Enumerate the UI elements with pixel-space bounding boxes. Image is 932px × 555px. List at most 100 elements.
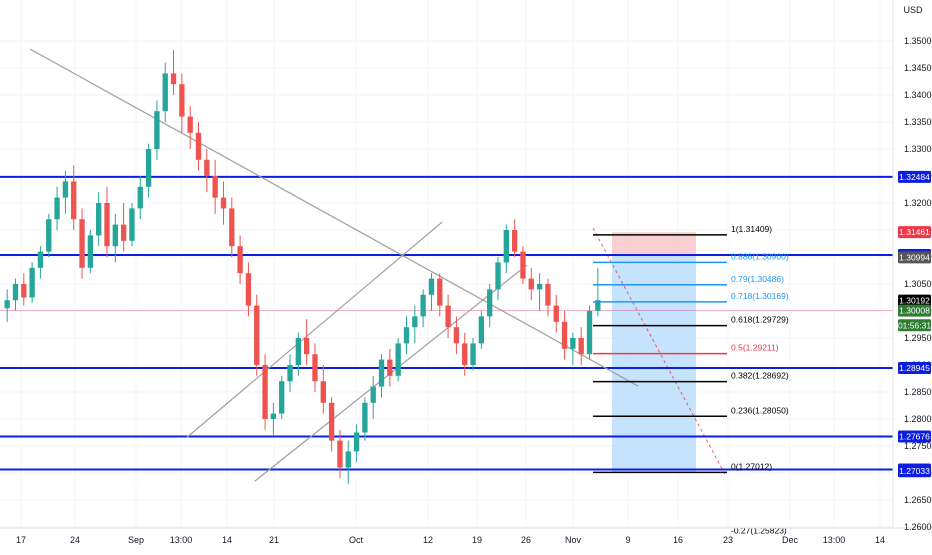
- candle-body: [212, 176, 217, 198]
- candle-body: [262, 365, 267, 419]
- time-tick-label: 16: [673, 535, 683, 545]
- candle-body: [246, 273, 251, 305]
- candle-body: [579, 338, 584, 354]
- price-tag-label: 1.27676: [899, 431, 930, 441]
- candle-body: [304, 338, 309, 354]
- fib-level-label: 0.618(1.29729): [731, 315, 789, 325]
- fib-level-label: -0.27(1.25823): [731, 526, 787, 536]
- price-tick-label: 1.28000: [904, 414, 932, 424]
- candle-body: [163, 73, 168, 111]
- candle-body: [4, 300, 9, 308]
- candle-body: [545, 284, 550, 306]
- candle-body: [79, 219, 84, 268]
- candle-body: [179, 84, 184, 116]
- time-tick-label: 13:00: [170, 535, 193, 545]
- candle-body: [254, 306, 259, 365]
- candle-body: [437, 279, 442, 306]
- time-tick-label: Nov: [565, 535, 582, 545]
- candle-body: [279, 381, 284, 413]
- candle-body: [362, 403, 367, 433]
- candle-body: [420, 295, 425, 317]
- price-tag-label: 01:56:31: [898, 320, 931, 330]
- candle-body: [562, 322, 567, 349]
- price-tick-label: 1.35000: [904, 36, 932, 46]
- candle-body: [237, 246, 242, 273]
- currency-label: USD: [903, 5, 923, 15]
- candle-body: [171, 73, 176, 84]
- time-tick-label: 14: [222, 535, 232, 545]
- candle-body: [196, 133, 201, 160]
- candle-body: [321, 381, 326, 403]
- candle-body: [554, 306, 559, 322]
- time-tick-label: 9: [625, 535, 630, 545]
- candle-body: [354, 433, 359, 452]
- candle-body: [38, 252, 43, 268]
- candle-body: [21, 284, 26, 298]
- candle-body: [379, 360, 384, 387]
- price-tick-label: 1.30500: [904, 279, 932, 289]
- time-tick-label: 17: [16, 535, 26, 545]
- candle-body: [495, 262, 500, 289]
- fib-level-label: 1(1.31409): [731, 224, 772, 234]
- time-tick-label: 23: [723, 535, 733, 545]
- candle-body: [54, 198, 59, 220]
- candle-body: [387, 360, 392, 376]
- price-tick-label: 1.27500: [904, 441, 932, 451]
- candle-body: [312, 354, 317, 381]
- candle-body: [429, 279, 434, 295]
- time-tick-label: 26: [521, 535, 531, 545]
- candle-body: [462, 343, 467, 365]
- candle-body: [121, 225, 126, 241]
- candle-body: [470, 343, 475, 365]
- candle-body: [96, 203, 101, 235]
- fib-level-label: 0.382(1.28692): [731, 371, 789, 381]
- candle-body: [188, 117, 193, 133]
- price-tick-label: 1.34000: [904, 90, 932, 100]
- candle-body: [146, 149, 151, 187]
- price-tick-label: 1.29500: [904, 333, 932, 343]
- candle-body: [113, 225, 118, 247]
- candle-body: [271, 414, 276, 419]
- candle-body: [329, 403, 334, 441]
- candle-body: [396, 343, 401, 375]
- price-tick-label: 1.32000: [904, 198, 932, 208]
- candle-body: [520, 252, 525, 279]
- candle-body: [346, 451, 351, 467]
- candle-body: [454, 327, 459, 343]
- candle-body: [287, 365, 292, 381]
- candle-body: [46, 219, 51, 251]
- candle-body: [88, 235, 93, 267]
- candle-body: [154, 111, 159, 149]
- candle-body: [371, 387, 376, 403]
- candle-body: [13, 284, 18, 300]
- time-tick-label: 24: [70, 535, 80, 545]
- price-tag-label: 1.30008: [899, 306, 930, 316]
- candle-body: [221, 198, 226, 209]
- time-tick-label: 13:00: [823, 535, 846, 545]
- candle-body: [445, 306, 450, 328]
- candle-body: [229, 208, 234, 246]
- candle-body: [204, 160, 209, 176]
- candle-body: [570, 338, 575, 349]
- fib-level-label: 0(1.27012): [731, 461, 772, 471]
- time-tick-label: 12: [423, 535, 433, 545]
- price-tick-label: 1.33000: [904, 144, 932, 154]
- candle-body: [529, 279, 534, 290]
- fib-level-label: 0.718(1.30169): [731, 291, 789, 301]
- candle-body: [487, 289, 492, 316]
- time-tick-label: Oct: [349, 535, 364, 545]
- price-tag-label: 1.27033: [899, 466, 930, 476]
- price-tick-label: 1.26000: [904, 522, 932, 532]
- price-tag-label: 1.31461: [899, 227, 930, 237]
- candle-body: [412, 316, 417, 327]
- candle-body: [479, 316, 484, 343]
- price-tag-label: 1.32484: [899, 172, 930, 182]
- price-tick-label: 1.26500: [904, 495, 932, 505]
- time-tick-label: Dec: [782, 535, 799, 545]
- fib-level-label: 0.886(1.30900): [731, 251, 789, 261]
- candle-body: [104, 203, 109, 246]
- candle-body: [337, 441, 342, 468]
- candle-body: [512, 230, 517, 252]
